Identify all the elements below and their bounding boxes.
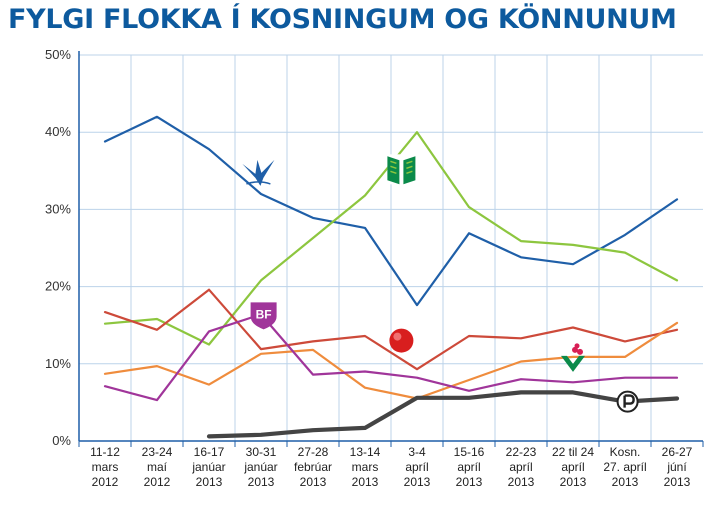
x-tick-label-line: Kosn. (610, 445, 641, 459)
x-tick-label-line: 22-23 (506, 445, 537, 459)
x-tick-label: 22-23 apríl 2013 (506, 445, 537, 489)
series-line-1 (103, 115, 679, 307)
x-tick-label: 30-31 janúar 2013 (243, 445, 277, 489)
book-right-page (403, 156, 416, 185)
x-tick-label-line: janúar (191, 460, 225, 474)
series-line-6 (206, 390, 680, 439)
clover-leaf (574, 343, 580, 349)
x-tick-label-line: júní (666, 460, 687, 474)
x-tick-label: 13-14 mars 2013 (350, 445, 381, 489)
x-tick-label-line: 15-16 (454, 445, 485, 459)
pirate-icon (616, 390, 639, 413)
x-tick-label: 15-16 apríl 2013 (454, 445, 485, 489)
x-tick-label-line: 27-28 (298, 445, 329, 459)
clover-leaf (572, 346, 578, 353)
x-tick-label: 23-24 maí 2012 (142, 445, 173, 489)
y-tick-label: 20% (45, 279, 71, 294)
falcon-wing (242, 159, 275, 186)
y-tick-label: 10% (45, 356, 71, 371)
bf-shield (250, 302, 277, 330)
x-tick-label-line: 2013 (404, 475, 431, 489)
red-rose-icon (389, 328, 414, 353)
x-tick-label-line: 22 til 24 (552, 445, 594, 459)
x-tick-label-line: 2013 (456, 475, 483, 489)
x-tick-label-line: 13-14 (350, 445, 381, 459)
series-line-3 (103, 288, 679, 371)
x-tick-label-line: 2013 (560, 475, 587, 489)
chart-title: FYLGI FLOKKA Í KOSNINGUM OG KÖNNUNUM (8, 4, 677, 35)
x-tick-label-line: 3-4 (408, 445, 426, 459)
clover-icon (561, 343, 585, 372)
x-tick-label-line: 2013 (352, 475, 379, 489)
x-tick-label-line: 2013 (664, 475, 691, 489)
bf-shield-mark: BF (256, 307, 272, 321)
x-tick-label-line: apríl (509, 460, 532, 474)
x-tick-label-line: mars (92, 460, 119, 474)
x-tick-label: 16-17 janúar 2013 (191, 445, 225, 489)
x-tick-label-line: 2012 (144, 475, 171, 489)
y-tick-label: 40% (45, 124, 71, 139)
x-tick-label-line: maí (147, 460, 168, 474)
y-tick-label: 50% (45, 47, 71, 62)
pirate-p (623, 394, 635, 408)
falcon-icon (242, 159, 275, 186)
x-tick-label: 11-12 mars 2012 (90, 445, 120, 489)
series-line-5 (103, 313, 679, 402)
x-tick-label-line: mars (352, 460, 379, 474)
rose-ball (389, 328, 414, 353)
book-icon (387, 154, 416, 185)
x-tick-label-line: 2012 (92, 475, 119, 489)
x-tick-label-line: 2013 (300, 475, 327, 489)
x-tick-label-line: 2013 (248, 475, 275, 489)
falcon-base (246, 181, 271, 185)
rose-highlight (393, 332, 402, 341)
x-tick-label-line: 2013 (196, 475, 223, 489)
x-tick-label-line: 2013 (508, 475, 535, 489)
clover-v (561, 355, 585, 372)
x-tick-label-line: 30-31 (246, 445, 277, 459)
book-lines (390, 160, 413, 175)
x-tick-label-line: 2013 (612, 475, 639, 489)
x-tick-label-line: 11-12 (90, 445, 120, 459)
x-tick-label: 22 til 24 apríl 2013 (552, 445, 594, 489)
clover-leaf (577, 348, 583, 355)
x-tick-label: Kosn. 27. apríl 2013 (603, 445, 646, 489)
bf-shield-icon: BF (250, 302, 277, 330)
x-tick-label-line: febrúar (294, 460, 332, 474)
x-tick-label: 26-27 júní 2013 (662, 445, 693, 489)
y-tick-label: 0% (52, 433, 71, 448)
x-tick-label-line: apríl (405, 460, 428, 474)
x-tick-label: 27-28 febrúar 2013 (294, 445, 332, 489)
y-tick-label: 30% (45, 201, 71, 216)
x-tick-label-line: apríl (457, 460, 480, 474)
x-tick-label-line: apríl (561, 460, 584, 474)
x-tick-label-line: 26-27 (662, 445, 693, 459)
x-tick-label: 3-4 apríl 2013 (404, 445, 431, 489)
x-tick-label-line: janúar (243, 460, 277, 474)
x-tick-label-line: 16-17 (194, 445, 225, 459)
x-tick-label-line: 27. apríl (603, 460, 646, 474)
book-left-page (387, 156, 400, 185)
x-tick-label-line: 23-24 (142, 445, 173, 459)
